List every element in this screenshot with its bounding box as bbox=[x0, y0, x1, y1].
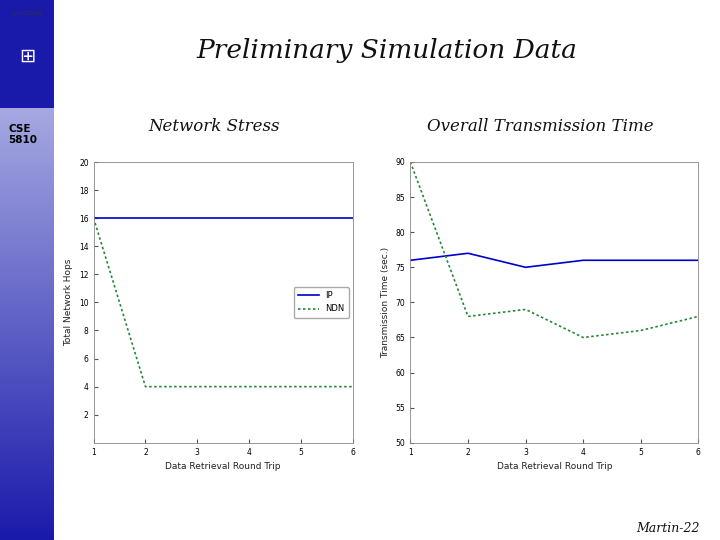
IP bbox=[89, 215, 98, 221]
NDN bbox=[141, 383, 150, 390]
IP bbox=[348, 215, 357, 221]
IP bbox=[636, 257, 645, 264]
Y-axis label: Transmission Time (sec.): Transmission Time (sec.) bbox=[381, 247, 390, 358]
Line: IP: IP bbox=[410, 253, 698, 267]
Text: ⊞: ⊞ bbox=[19, 47, 35, 66]
IP bbox=[297, 215, 305, 221]
NDN bbox=[636, 327, 645, 334]
NDN bbox=[406, 159, 415, 165]
IP bbox=[193, 215, 202, 221]
IP bbox=[406, 257, 415, 264]
IP bbox=[579, 257, 588, 264]
NDN bbox=[348, 383, 357, 390]
Line: NDN: NDN bbox=[94, 218, 353, 387]
Legend: IP, NDN: IP, NDN bbox=[294, 287, 348, 318]
NDN bbox=[193, 383, 202, 390]
IP bbox=[694, 257, 703, 264]
IP bbox=[245, 215, 253, 221]
NDN bbox=[245, 383, 253, 390]
Text: Network Stress: Network Stress bbox=[148, 118, 279, 136]
Text: Overall Transmission Time: Overall Transmission Time bbox=[427, 118, 654, 136]
X-axis label: Data Retrieval Round Trip: Data Retrieval Round Trip bbox=[166, 462, 281, 471]
Text: ⊙ UCONN: ⊙ UCONN bbox=[12, 11, 42, 16]
NDN bbox=[297, 383, 305, 390]
Text: Martin-22: Martin-22 bbox=[636, 522, 700, 535]
IP bbox=[464, 250, 472, 256]
IP bbox=[141, 215, 150, 221]
FancyBboxPatch shape bbox=[0, 0, 54, 108]
Text: CSE
5810: CSE 5810 bbox=[9, 124, 37, 145]
NDN bbox=[579, 334, 588, 341]
X-axis label: Data Retrieval Round Trip: Data Retrieval Round Trip bbox=[497, 462, 612, 471]
Text: Preliminary Simulation Data: Preliminary Simulation Data bbox=[197, 38, 577, 63]
Line: NDN: NDN bbox=[410, 162, 698, 338]
NDN bbox=[464, 313, 472, 320]
Y-axis label: Total Network Hops: Total Network Hops bbox=[65, 259, 73, 346]
NDN bbox=[521, 306, 530, 313]
NDN bbox=[89, 215, 98, 221]
NDN bbox=[694, 313, 703, 320]
IP bbox=[521, 264, 530, 271]
